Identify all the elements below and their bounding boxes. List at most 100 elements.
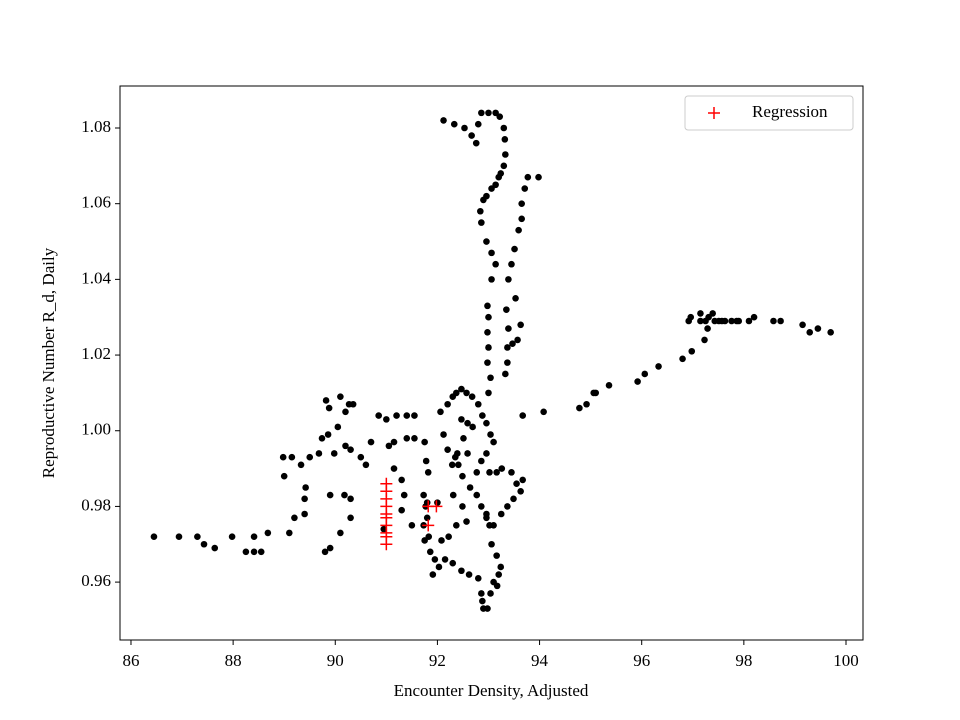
- point: [484, 302, 491, 310]
- point: [495, 571, 503, 578]
- point: [709, 310, 716, 317]
- point: [519, 476, 527, 484]
- point: [440, 117, 447, 124]
- point: [200, 540, 208, 548]
- point: [493, 552, 500, 559]
- point: [697, 317, 704, 325]
- point: [540, 408, 547, 416]
- point: [449, 559, 457, 567]
- point: [460, 435, 467, 442]
- point: [474, 575, 482, 582]
- point: [425, 533, 433, 540]
- y-tick-label: 1.06: [81, 193, 111, 212]
- point: [408, 522, 416, 529]
- point: [334, 423, 342, 431]
- point: [349, 400, 357, 408]
- point: [515, 226, 522, 234]
- point: [504, 359, 511, 366]
- point: [468, 132, 475, 139]
- point: [315, 450, 323, 457]
- point: [435, 563, 443, 571]
- point: [438, 537, 445, 544]
- point: [641, 370, 649, 378]
- point: [488, 276, 495, 283]
- point: [375, 412, 382, 419]
- point: [257, 548, 265, 556]
- point: [517, 321, 524, 329]
- point: [487, 590, 494, 597]
- point: [464, 419, 471, 427]
- point: [524, 173, 532, 181]
- point: [322, 397, 330, 404]
- point: [424, 469, 432, 476]
- y-tick-label: 0.96: [81, 571, 111, 590]
- point: [400, 491, 408, 499]
- point: [465, 571, 473, 578]
- point: [390, 465, 398, 472]
- point: [429, 571, 437, 578]
- point: [518, 200, 525, 207]
- point: [357, 453, 365, 461]
- point: [473, 469, 481, 476]
- point: [576, 404, 583, 412]
- point: [463, 518, 470, 525]
- point: [655, 363, 662, 370]
- point: [473, 491, 481, 499]
- point: [367, 438, 375, 446]
- point: [486, 469, 493, 476]
- point: [301, 510, 308, 518]
- point: [434, 499, 441, 506]
- point: [324, 431, 332, 438]
- point: [342, 408, 349, 416]
- point: [403, 435, 411, 442]
- point: [341, 491, 348, 499]
- point: [679, 355, 686, 363]
- point: [286, 529, 293, 537]
- point: [517, 487, 524, 495]
- point: [450, 120, 458, 128]
- point: [306, 453, 314, 461]
- point: [423, 514, 431, 522]
- point: [444, 400, 451, 408]
- point: [500, 124, 508, 132]
- point: [385, 442, 393, 450]
- point: [688, 347, 696, 355]
- point: [411, 435, 418, 442]
- point: [458, 567, 465, 575]
- point: [279, 453, 287, 461]
- point: [510, 495, 517, 503]
- point: [461, 124, 468, 132]
- point: [488, 249, 495, 257]
- point: [431, 556, 439, 563]
- point: [777, 317, 784, 325]
- y-tick-label: 1.02: [81, 344, 111, 363]
- point: [493, 469, 500, 476]
- point: [422, 519, 435, 532]
- point: [502, 151, 509, 158]
- legend-marker: [708, 107, 720, 119]
- point: [501, 136, 509, 143]
- point: [288, 453, 296, 461]
- point: [440, 431, 447, 438]
- point: [454, 450, 461, 457]
- point: [478, 457, 485, 465]
- point: [488, 540, 495, 548]
- point: [512, 294, 519, 302]
- point: [398, 476, 405, 484]
- point: [518, 215, 525, 223]
- point: [347, 495, 354, 503]
- y-tick-label: 0.98: [81, 495, 111, 514]
- point: [514, 336, 521, 344]
- point: [605, 382, 613, 389]
- point: [466, 484, 474, 491]
- point: [478, 219, 485, 226]
- point: [750, 313, 758, 321]
- point: [483, 514, 490, 522]
- y-tick-label: 1.04: [81, 268, 111, 287]
- point: [511, 245, 518, 253]
- point: [194, 533, 201, 540]
- point: [448, 461, 456, 469]
- point: [490, 522, 497, 529]
- point: [770, 317, 777, 325]
- point: [745, 317, 753, 325]
